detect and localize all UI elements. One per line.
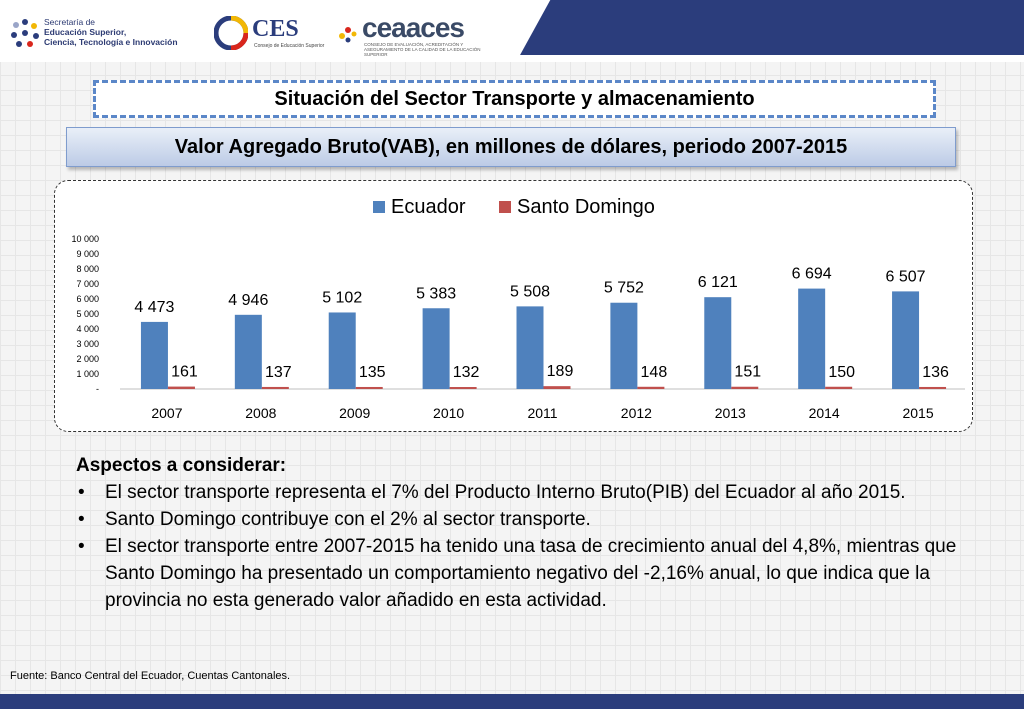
bar-santo-domingo	[543, 386, 571, 389]
bar-santo-domingo	[731, 386, 759, 389]
source-note: Fuente: Banco Central del Ecuador, Cuent…	[10, 670, 291, 682]
y-tick-label: 1 000	[76, 369, 99, 379]
bar-santo-domingo	[919, 386, 947, 389]
bar-santo-domingo	[825, 386, 853, 389]
bar-ecuador	[328, 312, 356, 389]
bar-santo-domingo	[355, 386, 383, 389]
data-label: 4 946	[228, 292, 268, 309]
chart-container: - 1 000 2 000 3 000 4 000 5 000 6 000 7 000 8 00…	[54, 180, 973, 432]
x-tick-label: 2012	[621, 405, 652, 421]
bar-ecuador	[140, 321, 168, 389]
x-tick-label: 2011	[527, 405, 557, 421]
senescyt-logo-icon	[11, 19, 39, 47]
bar-ecuador	[798, 288, 826, 389]
data-label: 135	[359, 364, 386, 381]
legend-label: Santo Domingo	[517, 196, 655, 218]
ces-logo-icon	[214, 16, 248, 50]
data-label: 5 383	[416, 285, 456, 302]
data-label: 136	[922, 364, 949, 381]
ceaaces-subtitle: CONSEJO DE EVALUACIÓN, ACREDITACIÓN Y AS…	[364, 42, 481, 57]
note-text: El sector transporte entre 2007-2015 ha …	[105, 536, 957, 611]
ces-label: CES	[252, 16, 299, 42]
data-label: 6 507	[886, 268, 926, 285]
ceaaces-logo-icon	[339, 27, 357, 43]
note-item: • Santo Domingo contribuye con el 2% al s…	[76, 506, 976, 533]
data-label: 4 473	[134, 299, 174, 316]
ceaaces-label: ceaaces	[362, 12, 465, 43]
bar-ecuador	[704, 297, 732, 389]
bar-ecuador	[422, 308, 450, 389]
x-tick-label: 2007	[151, 405, 182, 421]
y-tick-label: 5 000	[76, 309, 99, 319]
y-tick-label: 4 000	[76, 324, 99, 334]
data-label: 150	[828, 364, 855, 381]
data-label: 6 121	[698, 274, 738, 291]
y-tick-label: 2 000	[76, 354, 99, 364]
data-label: 148	[641, 364, 668, 381]
bar-santo-domingo	[637, 386, 665, 389]
bar-santo-domingo	[449, 387, 477, 389]
y-tick-label: 8 000	[76, 264, 99, 274]
x-tick-label: 2010	[433, 405, 464, 421]
bar-ecuador	[234, 314, 262, 389]
y-tick-label: 9 000	[76, 249, 99, 259]
y-tick-label: 7 000	[76, 279, 99, 289]
y-tick-label: 6 000	[76, 294, 99, 304]
senescyt-logo: Secretaría de Educación Superior, Cienci…	[8, 14, 178, 54]
note-text: El sector transporte representa el 7% de…	[105, 482, 906, 503]
bullet-icon: •	[78, 536, 85, 557]
note-text: Santo Domingo contribuye con el 2% al se…	[105, 509, 591, 530]
x-tick-label: 2014	[809, 405, 840, 421]
x-tick-label: 2013	[715, 405, 746, 421]
chart-subtitle: Valor Agregado Bruto(VAB), en millones d…	[66, 127, 956, 167]
y-tick-label: -	[96, 384, 99, 394]
data-label: 6 694	[792, 266, 832, 283]
legend-swatch	[499, 201, 511, 213]
senescyt-line-3: Ciencia, Tecnología e Innovación	[44, 37, 178, 47]
bar-chart: - 1 000 2 000 3 000 4 000 5 000 6 000 7 000 8 00…	[71, 196, 965, 421]
ceaaces-logo: ceaaces CONSEJO DE EVALUACIÓN, ACREDITAC…	[336, 12, 496, 57]
bar-santo-domingo	[167, 386, 195, 389]
notes-heading: Aspectos a considerar:	[76, 455, 287, 476]
note-item: • El sector transporte representa el 7% d…	[76, 479, 976, 506]
bullet-icon: •	[78, 509, 85, 530]
data-label: 5 102	[322, 289, 362, 306]
data-label: 151	[734, 364, 761, 381]
notes-list: • El sector transporte representa el 7% d…	[76, 479, 976, 614]
data-label: 5 508	[510, 283, 550, 300]
data-label: 189	[547, 363, 574, 380]
senescyt-line-2: Educación Superior,	[44, 27, 127, 37]
y-tick-label: 10 000	[71, 234, 99, 244]
data-label: 137	[265, 364, 292, 381]
data-label: 161	[171, 364, 198, 381]
data-label: 132	[453, 364, 480, 381]
legend-label: Ecuador	[391, 196, 466, 218]
bar-ecuador	[892, 291, 920, 389]
footer-band	[0, 694, 1024, 709]
note-item: • El sector transporte entre 2007-2015 ha…	[76, 533, 976, 614]
bar-santo-domingo	[261, 386, 289, 389]
y-tick-label: 3 000	[76, 339, 99, 349]
senescyt-line-1: Secretaría de	[44, 17, 96, 27]
bar-ecuador	[516, 306, 544, 389]
ces-subtitle: Consejo de Educación Superior	[254, 43, 325, 49]
ces-logo: CES Consejo de Educación Superior	[214, 14, 324, 54]
notes-section: Aspectos a considerar: • El sector transp…	[76, 452, 976, 614]
slide-title: Situación del Sector Transporte y almace…	[93, 80, 936, 118]
header-corner-decoration	[520, 0, 1024, 55]
x-tick-label: 2008	[245, 405, 276, 421]
x-tick-label: 2009	[339, 405, 370, 421]
bullet-icon: •	[78, 482, 85, 503]
bar-ecuador	[610, 302, 638, 389]
data-label: 5 752	[604, 280, 644, 297]
legend-swatch	[373, 201, 385, 213]
x-tick-label: 2015	[902, 405, 933, 421]
